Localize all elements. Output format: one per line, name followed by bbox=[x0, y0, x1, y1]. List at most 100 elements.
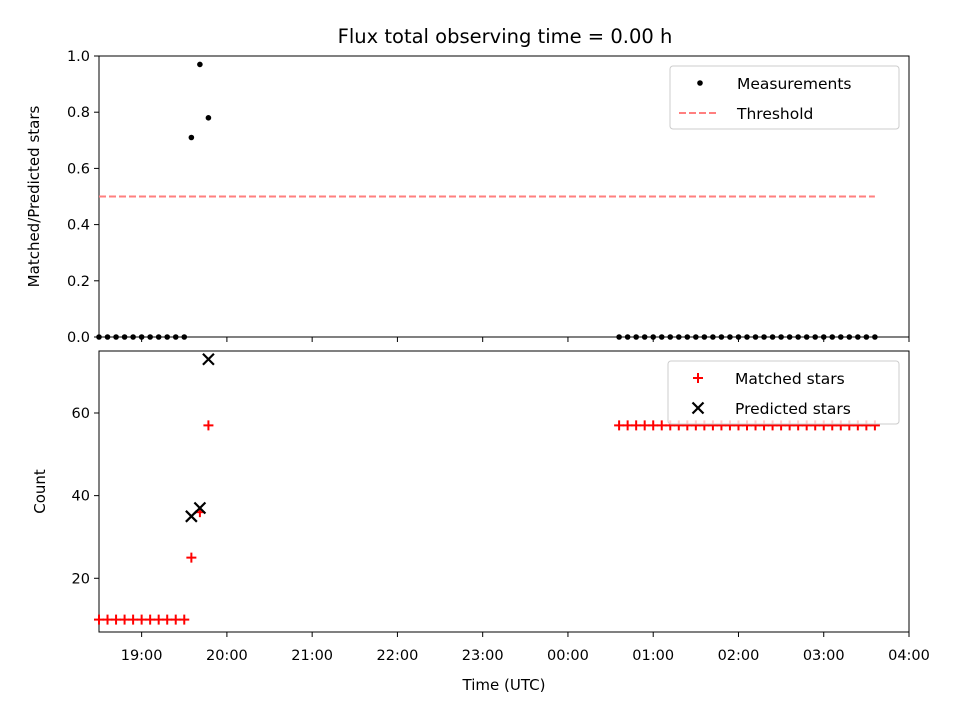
matched-stars-point bbox=[622, 420, 633, 431]
measurement-point bbox=[735, 334, 742, 340]
matched-stars-point bbox=[145, 614, 156, 625]
matched-stars-point bbox=[614, 420, 625, 431]
measurement-point bbox=[795, 334, 801, 340]
matched-stars-point bbox=[153, 614, 164, 625]
x-tick-label: 20:00 bbox=[206, 648, 248, 664]
measurement-point bbox=[197, 61, 203, 68]
measurement-point bbox=[718, 334, 725, 340]
measurement-point bbox=[812, 334, 819, 340]
matched-stars-point bbox=[648, 420, 659, 431]
measurement-point bbox=[633, 334, 639, 340]
measurement-point bbox=[829, 334, 836, 340]
matched-stars-point bbox=[639, 420, 650, 431]
x-tick-label: 21:00 bbox=[291, 648, 333, 664]
measurement-point bbox=[650, 334, 657, 340]
matched-stars-point bbox=[102, 614, 113, 625]
top-y-tick-label: 1.0 bbox=[67, 49, 90, 65]
measurement-point bbox=[693, 334, 699, 340]
bottom-y-tick-label: 60 bbox=[72, 406, 90, 422]
measurement-point bbox=[624, 334, 631, 340]
matched-stars-point bbox=[94, 614, 104, 625]
matched-stars-point bbox=[186, 552, 197, 563]
measurement-point bbox=[820, 334, 827, 340]
top-y-tick-label: 0.6 bbox=[67, 161, 90, 177]
measurement-point bbox=[684, 334, 691, 340]
top-legend: Measurements Threshold bbox=[669, 65, 900, 130]
top-y-tick-label: 0.8 bbox=[67, 105, 90, 121]
legend-matched-marker bbox=[693, 373, 703, 383]
matched-stars-point bbox=[179, 614, 190, 625]
predicted-stars-point bbox=[193, 501, 207, 515]
top-y-tick-label: 0.0 bbox=[67, 330, 90, 346]
measurement-point bbox=[104, 334, 111, 340]
measurement-point bbox=[855, 334, 861, 340]
top-y-tick-label: 0.2 bbox=[67, 274, 90, 290]
measurement-point bbox=[138, 334, 145, 340]
measurement-point bbox=[188, 134, 195, 141]
matched-stars-point bbox=[631, 420, 642, 431]
x-tick-label: 01:00 bbox=[632, 648, 674, 664]
matched-stars-point bbox=[136, 614, 147, 625]
measurement-point bbox=[727, 334, 733, 340]
bottom-legend: Matched stars Predicted stars bbox=[667, 360, 900, 425]
measurement-point bbox=[710, 334, 716, 340]
predicted-stars-point bbox=[202, 352, 215, 366]
bottom-y-tick-label: 40 bbox=[72, 489, 90, 505]
measurement-point bbox=[803, 334, 810, 340]
x-tick-label: 02:00 bbox=[718, 648, 760, 664]
x-tick-label: 19:00 bbox=[121, 648, 163, 664]
measurement-point bbox=[96, 334, 102, 340]
bottom-legend-label: Predicted stars bbox=[735, 400, 851, 418]
top-legend-label: Threshold bbox=[736, 105, 813, 123]
measurement-point bbox=[616, 334, 622, 340]
measurement-point bbox=[752, 334, 759, 340]
measurement-point bbox=[863, 334, 870, 340]
legend-predicted-marker bbox=[691, 401, 705, 415]
measurement-point bbox=[769, 334, 776, 340]
matched-stars-point bbox=[170, 614, 181, 625]
measurement-point bbox=[172, 334, 179, 340]
matched-stars-point bbox=[111, 614, 122, 625]
x-tick-label: 04:00 bbox=[888, 648, 930, 664]
measurement-point bbox=[744, 334, 750, 340]
top-legend-label: Measurements bbox=[737, 75, 852, 93]
top-y-axis-label: Matched/Predicted stars bbox=[25, 106, 43, 288]
measurement-point bbox=[641, 334, 648, 340]
legend-measurements-marker bbox=[697, 80, 703, 86]
x-tick-label: 03:00 bbox=[803, 648, 845, 664]
measurement-point bbox=[155, 334, 162, 340]
measurement-point bbox=[667, 334, 674, 340]
x-tick-label: 22:00 bbox=[377, 648, 419, 664]
measurement-point bbox=[761, 334, 767, 340]
measurement-point bbox=[658, 334, 665, 340]
measurement-point bbox=[113, 334, 119, 340]
matched-stars-point bbox=[656, 420, 667, 431]
measurement-point bbox=[675, 334, 682, 340]
matched-stars-point bbox=[128, 614, 139, 625]
measurement-point bbox=[837, 334, 844, 340]
bottom-axes-frame bbox=[98, 350, 910, 633]
matched-stars-point bbox=[119, 614, 130, 625]
bottom-legend-box bbox=[667, 360, 900, 425]
measurement-point bbox=[872, 334, 878, 340]
measurement-point bbox=[164, 334, 171, 340]
top-panel: 0.0 0.2 0.4 0.6 0.8 1.0 Matched/Predicted star… bbox=[25, 49, 910, 346]
x-tick-label: 23:00 bbox=[462, 648, 504, 664]
measurement-point bbox=[701, 334, 708, 340]
measurement-point bbox=[147, 334, 153, 340]
matched-stars-point bbox=[162, 614, 173, 625]
measurement-point bbox=[181, 334, 188, 340]
x-axis-label: Time (UTC) bbox=[462, 676, 546, 694]
matched-stars-point bbox=[203, 420, 214, 431]
bottom-y-axis-label: Count bbox=[31, 469, 49, 514]
measurement-point bbox=[786, 334, 793, 340]
measurement-point bbox=[846, 334, 853, 340]
measurement-point bbox=[130, 334, 136, 340]
x-tick-label: 00:00 bbox=[547, 648, 589, 664]
bottom-panel: 20 40 60 Count Matched stars Predicted stars 1… bbox=[31, 350, 930, 694]
bottom-legend-label: Matched stars bbox=[735, 370, 845, 388]
chart-title: Flux total observing time = 0.00 h bbox=[338, 25, 673, 48]
top-legend-box bbox=[669, 65, 900, 130]
top-y-tick-label: 0.4 bbox=[67, 218, 90, 234]
